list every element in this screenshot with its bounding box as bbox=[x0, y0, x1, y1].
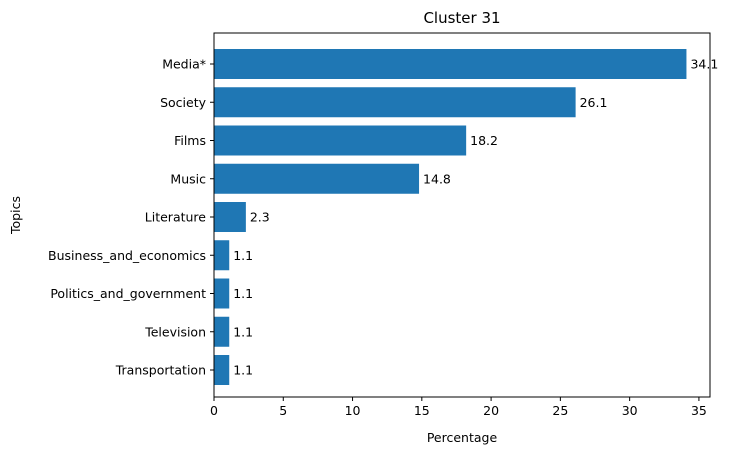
chart-title: Cluster 31 bbox=[423, 9, 500, 27]
x-tick-label: 25 bbox=[552, 403, 568, 418]
y-tick-label: Literature bbox=[145, 210, 207, 225]
y-tick-label: Television bbox=[144, 324, 206, 339]
x-axis-ticks: 0 5 10 15 20 25 30 35 bbox=[210, 397, 707, 418]
bar-literature bbox=[214, 202, 246, 232]
bar-politics-and-government bbox=[214, 278, 230, 309]
y-tick-label: Media* bbox=[162, 57, 206, 72]
data-label: 34.1 bbox=[690, 57, 718, 72]
bar-films bbox=[214, 125, 467, 156]
y-axis-ticks: Media* Society Films Music Literature Busines… bbox=[48, 57, 214, 378]
bar-transportation bbox=[214, 355, 230, 385]
y-tick-label: Business_and_economics bbox=[48, 248, 206, 263]
x-tick-label: 35 bbox=[691, 403, 707, 418]
data-label: 1.1 bbox=[233, 363, 253, 378]
bar-society bbox=[214, 87, 576, 118]
x-tick-label: 5 bbox=[279, 403, 287, 418]
data-label: 14.8 bbox=[423, 171, 451, 186]
bars-group bbox=[214, 49, 687, 385]
data-label: 2.3 bbox=[250, 210, 270, 225]
y-tick-label: Films bbox=[174, 133, 206, 148]
y-tick-label: Society bbox=[160, 95, 207, 110]
data-label: 18.2 bbox=[470, 133, 498, 148]
x-axis-label: Percentage bbox=[427, 430, 498, 445]
y-axis-label: Topics bbox=[8, 196, 23, 235]
y-tick-label: Music bbox=[170, 171, 206, 186]
value-labels-group: 34.1 26.1 18.2 14.8 2.3 1.1 1.1 1.1 1.1 bbox=[233, 57, 718, 378]
bar-media bbox=[214, 49, 687, 79]
data-label: 1.1 bbox=[233, 286, 253, 301]
bar-television bbox=[214, 316, 230, 347]
data-label: 1.1 bbox=[233, 248, 253, 263]
bar-business-and-economics bbox=[214, 240, 230, 271]
plot-frame bbox=[213, 32, 711, 398]
y-tick-label: Transportation bbox=[115, 363, 206, 378]
x-tick-label: 0 bbox=[210, 403, 218, 418]
x-tick-label: 10 bbox=[345, 403, 361, 418]
x-tick-label: 15 bbox=[414, 403, 430, 418]
x-tick-label: 20 bbox=[483, 403, 499, 418]
bar-music bbox=[214, 163, 420, 194]
x-tick-label: 30 bbox=[622, 403, 638, 418]
data-label: 1.1 bbox=[233, 324, 253, 339]
y-tick-label: Politics_and_government bbox=[50, 286, 206, 301]
data-label: 26.1 bbox=[580, 95, 608, 110]
